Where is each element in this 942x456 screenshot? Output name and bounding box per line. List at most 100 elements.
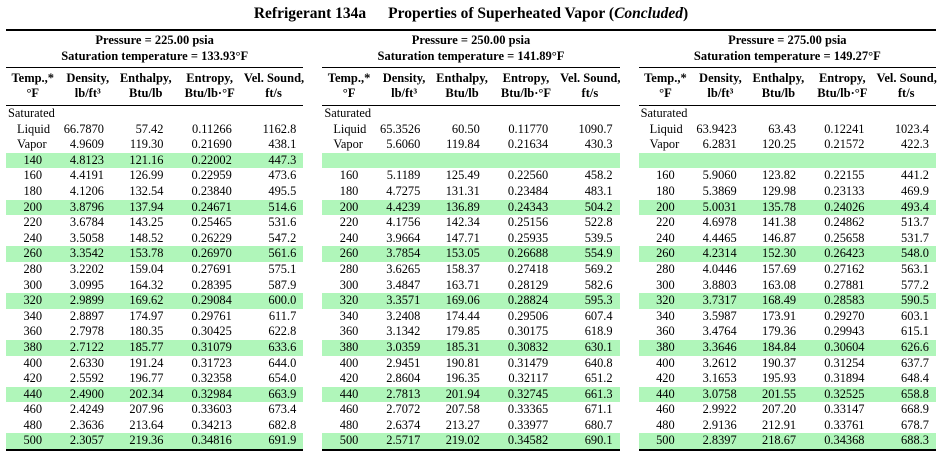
- column-header-vel-sound: Vel. Sound, ft/s: [244, 71, 304, 101]
- table-row: 480 2.6374 213.27 0.33977 680.7: [322, 418, 619, 434]
- cell-vel-sound: 680.7: [584, 417, 613, 432]
- section-row: Saturated: [8, 106, 55, 120]
- table-row: 360 2.7978 180.35 0.30425 622.8: [6, 324, 303, 340]
- cell-enthalpy: 169.62: [129, 293, 164, 308]
- cell-density: 2.8897: [69, 308, 104, 323]
- cell-vel-sound: 513.7: [901, 215, 929, 230]
- table-row: 260 4.2314 152.30 0.26423 548.0: [638, 246, 936, 262]
- cell-entropy: [492, 153, 560, 169]
- cell-entropy: 0.34368: [824, 433, 865, 448]
- table-row: 180 4.1206 132.54 0.23840 495.5: [6, 184, 303, 200]
- cell-vel-sound: 522.8: [584, 215, 613, 230]
- cell-temp: 280: [339, 261, 359, 276]
- cell-temp: 200: [656, 199, 675, 214]
- cell-entropy: 0.34816: [191, 433, 232, 448]
- section-row: Saturated: [640, 106, 688, 120]
- cell-density: 4.9609: [69, 137, 104, 152]
- cell-temp: 460: [23, 402, 43, 417]
- cell-enthalpy: 125.49: [445, 168, 480, 183]
- cell-entropy: 0.32358: [191, 371, 232, 386]
- cell-enthalpy: 190.81: [445, 355, 480, 370]
- cell-temp: 500: [23, 433, 43, 448]
- table-row: Liquid 66.7870 57.42 0.11266 1162.8: [6, 122, 303, 138]
- cell-temp: 320: [339, 293, 359, 308]
- column-header-unit: °F: [659, 86, 672, 100]
- cell-vel-sound: 539.5: [584, 230, 613, 245]
- saturation-temperature-label: Saturation temperature = 149.27°F: [693, 48, 881, 63]
- column-header-unit: °F: [26, 86, 40, 100]
- cell-entropy: 0.29506: [507, 308, 549, 323]
- pressure-label: Pressure = 275.00 psia: [728, 33, 847, 47]
- cell-density: 5.9060: [702, 168, 737, 183]
- cell-entropy: [808, 153, 876, 169]
- cell-entropy: 0.28583: [824, 293, 865, 308]
- table-row: Vapor 4.9609 119.30 0.21690 438.1: [6, 137, 303, 153]
- table-row: [322, 152, 620, 169]
- cell-temp: 480: [339, 417, 359, 432]
- cell-enthalpy: 191.24: [129, 355, 164, 370]
- cell-temp: 180: [656, 183, 675, 198]
- column-header-unit: lb/ft³: [74, 86, 101, 100]
- column-header-unit: Btu/lb: [445, 86, 479, 100]
- table-row: 440 2.7813 201.94 0.32745 661.3: [322, 386, 620, 403]
- cell-density: 3.2202: [69, 261, 104, 276]
- cell-vel-sound: 673.4: [268, 402, 297, 417]
- cell-vel-sound: 587.9: [268, 277, 297, 292]
- cell-entropy: 0.25658: [824, 230, 865, 245]
- cell-density: 2.5592: [69, 371, 104, 386]
- column-header-name: Entropy,: [502, 71, 550, 85]
- cell-entropy: 0.25935: [507, 230, 549, 245]
- column-header-name: Density,: [66, 71, 110, 85]
- cell-entropy: 0.29761: [191, 308, 232, 323]
- cell-temp: 180: [339, 183, 359, 198]
- cell-density: 4.8123: [69, 152, 104, 167]
- column-header-density: Density, lb/ft³: [60, 71, 116, 101]
- cell-temp: 220: [656, 215, 675, 230]
- cell-entropy: 0.23133: [824, 183, 865, 198]
- cell-temp: Liquid: [649, 121, 683, 136]
- cell-entropy: 0.23840: [191, 183, 232, 198]
- cell-temp: 300: [23, 277, 43, 292]
- column-header-vel-sound: Vel. Sound, ft/s: [876, 71, 936, 101]
- cell-vel-sound: 447.3: [268, 152, 297, 167]
- cell-density: 2.8604: [386, 371, 421, 386]
- cell-density: 4.2314: [702, 246, 737, 261]
- cell-temp: 260: [656, 246, 675, 261]
- cell-enthalpy: 218.67: [762, 433, 797, 448]
- cell-enthalpy: 143.25: [129, 215, 164, 230]
- cell-temp: 340: [656, 308, 675, 323]
- table-row: 280 4.0446 157.69 0.27162 563.1: [639, 262, 936, 278]
- table-row: 420 2.8604 196.35 0.32117 651.2: [322, 371, 619, 387]
- table-row: 400 2.6330 191.24 0.31723 644.0: [6, 356, 303, 372]
- cell-entropy: 0.28395: [191, 277, 232, 292]
- cell-vel-sound: 637.7: [901, 355, 929, 370]
- column-header-entropy: Entropy, Btu/lb·°F: [808, 71, 876, 101]
- title-close-paren: ): [682, 5, 689, 22]
- cell-temp: 340: [23, 308, 43, 323]
- cell-enthalpy: 148.52: [129, 230, 164, 245]
- cell-vel-sound: 483.1: [584, 183, 613, 198]
- cell-density: 3.4847: [386, 277, 421, 292]
- cell-density: 3.8796: [69, 199, 104, 214]
- cell-temp: 220: [23, 215, 43, 230]
- table-row: 320 3.7317 168.49 0.28583 590.5: [638, 293, 936, 309]
- table-row: 440 2.4900 202.34 0.32984 663.9: [6, 386, 304, 403]
- cell-vel-sound: 469.9: [901, 183, 929, 198]
- cell-temp: 240: [339, 230, 359, 245]
- cell-entropy: 0.32984: [191, 386, 232, 401]
- cell-density: 3.6265: [386, 261, 421, 276]
- cell-enthalpy: 119.84: [446, 137, 480, 152]
- cell-entropy: 0.31254: [824, 355, 865, 370]
- cell-enthalpy: 153.78: [129, 246, 164, 261]
- cell-vel-sound: 554.9: [584, 246, 613, 261]
- cell-enthalpy: 179.85: [445, 324, 480, 339]
- cell-enthalpy: 196.77: [129, 371, 164, 386]
- cell-density: 2.6330: [69, 355, 104, 370]
- cell-temp: 320: [656, 293, 675, 308]
- cell-vel-sound: 611.7: [268, 308, 297, 323]
- cell-vel-sound: [560, 153, 619, 169]
- cell-vel-sound: 561.6: [268, 246, 297, 261]
- cell-temp: 280: [23, 261, 43, 276]
- column-header-entropy: Entropy, Btu/lb·°F: [175, 71, 243, 101]
- cell-enthalpy: 219.36: [129, 433, 164, 448]
